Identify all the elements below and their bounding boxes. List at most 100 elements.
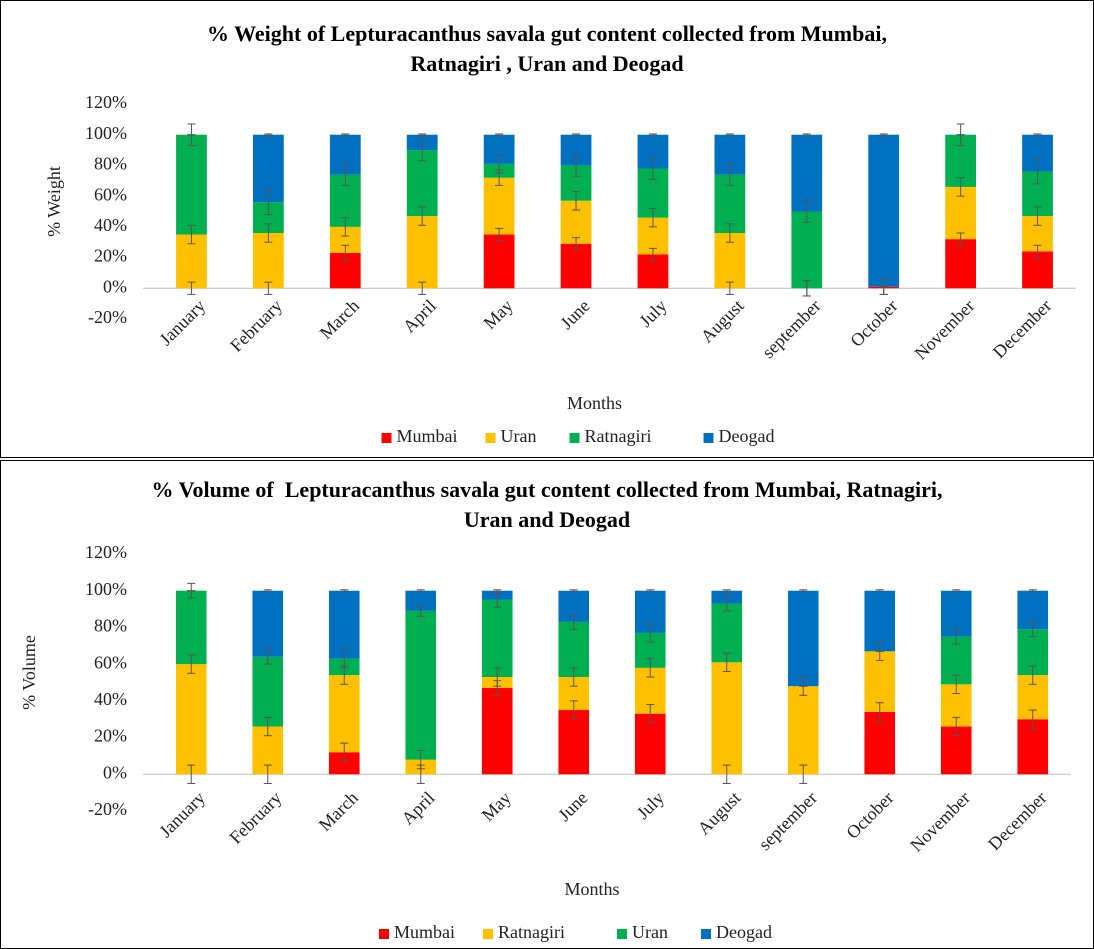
bar-segment <box>481 688 513 775</box>
error-bar <box>648 133 657 136</box>
error-bar <box>187 764 196 784</box>
error-bar <box>802 200 811 223</box>
error-bar <box>340 648 349 669</box>
chart-title: % Volume of Lepturacanthus savala gut co… <box>151 477 954 532</box>
x-tick-label: March <box>315 788 362 835</box>
error-bar <box>264 281 273 295</box>
chart: -20% 0% 20% 40% 60% 80% 100% 120% % Volume Months… <box>19 542 1071 942</box>
x-tick-label: November <box>906 788 974 856</box>
chart-panel: % Weight of Lepturacanthus savala gut co… <box>0 0 1094 458</box>
error-bar <box>495 133 504 136</box>
y-tick-label: 20% <box>94 726 127 746</box>
error-bar <box>263 648 272 665</box>
y-tick-label: 120% <box>85 542 127 562</box>
error-bar <box>1028 589 1037 593</box>
error-bar <box>341 217 350 237</box>
error-bar <box>572 154 581 177</box>
error-bar <box>569 667 578 687</box>
error-bar <box>569 700 578 720</box>
bar-segment <box>711 603 743 663</box>
bar-segment <box>787 590 819 687</box>
legend-label: Uran <box>501 426 537 446</box>
error-bar <box>952 589 961 593</box>
x-tick-label: October <box>842 788 897 843</box>
x-tick-label: December <box>984 788 1050 854</box>
legend-swatch <box>569 433 580 443</box>
error-bar <box>956 232 965 246</box>
y-tick-label: 80% <box>94 616 127 636</box>
error-bar <box>493 592 502 608</box>
error-bar <box>418 133 427 136</box>
error-bar <box>1033 158 1042 185</box>
y-tick-label: 40% <box>94 689 127 709</box>
bar-segment <box>405 610 437 760</box>
error-bar <box>187 224 196 245</box>
bar-segment <box>406 216 438 289</box>
bar-segment <box>481 599 513 677</box>
error-bar <box>722 764 731 784</box>
error-bar <box>263 716 272 737</box>
error-bar <box>263 764 272 784</box>
legend-swatch <box>485 433 496 443</box>
x-tick-label: July <box>635 296 670 331</box>
error-bar <box>646 589 655 593</box>
legend-label: Uran <box>632 922 668 942</box>
error-bar <box>799 589 808 593</box>
x-axis-label: Months <box>567 393 622 413</box>
y-tick-label: 60% <box>94 184 127 204</box>
error-bar <box>646 704 655 724</box>
error-bar <box>802 133 811 136</box>
x-tick-label: April <box>397 788 438 829</box>
bar-segment <box>176 134 207 235</box>
y-axis-label: % Weight <box>44 166 64 237</box>
x-tick-label: July <box>633 788 668 823</box>
legend-label: Deogad <box>716 922 772 942</box>
x-tick-label: August <box>694 788 745 839</box>
error-bar <box>572 191 581 211</box>
error-bar <box>956 177 965 197</box>
x-tick-label: January <box>155 296 209 350</box>
error-bar <box>1028 621 1037 638</box>
y-tick-label: 20% <box>94 246 127 266</box>
error-bar <box>1028 709 1037 729</box>
error-bar <box>722 589 731 593</box>
bar-segment <box>483 177 515 235</box>
error-bar <box>875 589 884 593</box>
legend-label: Deogad <box>719 426 775 446</box>
bar-segment <box>558 710 590 775</box>
y-axis-label: % Volume <box>19 635 39 710</box>
y-tick-label: -20% <box>88 799 127 819</box>
x-tick-label: May <box>478 788 515 825</box>
x-tick-label: April <box>399 296 440 337</box>
error-bar <box>341 163 350 186</box>
bar-segment <box>711 662 743 775</box>
error-bar <box>722 595 731 612</box>
error-bar <box>646 623 655 643</box>
error-bar <box>725 133 734 136</box>
error-bar <box>495 227 504 242</box>
bar-segment <box>405 590 437 611</box>
legend-label: Mumbai <box>394 922 455 942</box>
error-bar <box>799 764 808 784</box>
error-bar <box>493 667 502 687</box>
error-bar <box>572 237 581 251</box>
error-bar <box>263 589 272 593</box>
y-tick-label: 60% <box>94 652 127 672</box>
error-bar <box>879 133 888 136</box>
error-bar <box>1028 665 1037 685</box>
legend-label: Mumbai <box>397 426 458 446</box>
error-bar <box>495 154 504 174</box>
y-tick-label: 0% <box>103 762 127 782</box>
bar-segment <box>252 656 284 727</box>
legend-swatch <box>379 929 389 939</box>
legend-swatch <box>381 433 392 443</box>
x-tick-label: March <box>316 296 363 343</box>
bar-segment <box>864 590 896 652</box>
error-bar <box>416 589 425 593</box>
bar-segment <box>868 134 900 287</box>
error-bar <box>493 589 502 593</box>
y-tick-label: 100% <box>85 579 127 599</box>
y-tick-label: 100% <box>85 123 127 143</box>
error-bar <box>341 133 350 136</box>
